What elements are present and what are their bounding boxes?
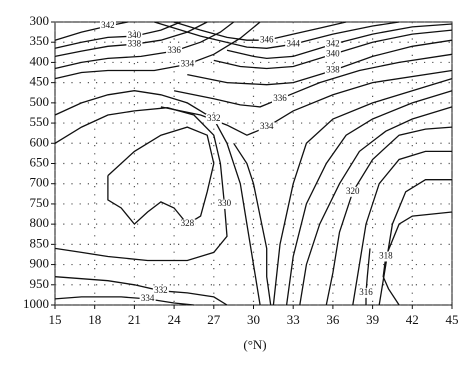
- x-axis-label: (°N): [243, 337, 266, 352]
- contour-label: 346: [260, 34, 274, 44]
- y-tick-label: 600: [30, 134, 50, 149]
- contour-label-bg: [152, 285, 169, 296]
- x-tick-label: 42: [406, 312, 419, 327]
- contour-label-bg: [377, 251, 394, 262]
- contour-line: [154, 21, 400, 49]
- x-tick-label: 39: [366, 312, 379, 327]
- contour-line: [365, 248, 371, 305]
- contour-label-bg: [179, 59, 196, 70]
- contour-line: [173, 21, 347, 41]
- x-tick-label: 15: [49, 312, 62, 327]
- contour-label: 342: [101, 20, 115, 30]
- contour-label: 330: [218, 198, 232, 208]
- contour-line: [54, 21, 261, 80]
- x-tick-label: 24: [168, 312, 182, 327]
- y-tick-label: 400: [30, 53, 50, 68]
- contour-label-bg: [258, 122, 275, 133]
- contour-label-bg: [258, 35, 275, 46]
- contour-label-bg: [344, 186, 361, 197]
- x-tick-label: 30: [247, 312, 260, 327]
- contour-line: [285, 90, 453, 306]
- contour-line: [107, 126, 215, 226]
- contour-label: 336: [167, 45, 181, 55]
- y-tick-label: 700: [30, 175, 50, 190]
- contour-label-bg: [99, 21, 116, 32]
- y-tick-label: 850: [30, 235, 50, 250]
- y-tick-label: 550: [30, 114, 50, 129]
- y-tick-label: 450: [30, 74, 50, 89]
- contour-label: 342: [326, 38, 340, 48]
- y-tick-label: 500: [30, 94, 50, 109]
- contour-label-bg: [166, 46, 183, 57]
- contour-label: 320: [346, 186, 360, 196]
- contour-label: 338: [128, 38, 142, 48]
- contour-line: [54, 21, 128, 41]
- contour-label: 338: [326, 65, 340, 75]
- x-tick-label: 33: [287, 312, 300, 327]
- contour-line: [272, 77, 453, 306]
- contour-line: [233, 142, 272, 306]
- contour-label-bg: [179, 219, 196, 230]
- y-tick-label: 1000: [23, 296, 49, 311]
- contour-label: 316: [359, 287, 373, 297]
- contour-label-bg: [271, 93, 288, 104]
- contour-line: [325, 126, 453, 306]
- contour-label-bg: [126, 31, 143, 42]
- contour-label-bg: [324, 39, 341, 50]
- contour-label: 332: [154, 285, 168, 295]
- contour-line: [54, 276, 228, 306]
- contour-label-bg: [324, 49, 341, 60]
- contour-line: [378, 179, 452, 306]
- y-tick-label: 350: [30, 33, 50, 48]
- x-tick-label: 18: [88, 312, 101, 327]
- contour-line: [54, 296, 194, 306]
- contour-label: 334: [181, 59, 195, 69]
- contour-line: [54, 21, 181, 49]
- contour-label: 332: [207, 113, 221, 123]
- contour-line: [187, 39, 453, 86]
- y-tick-label: 750: [30, 195, 50, 210]
- contour-label: 334: [260, 121, 274, 131]
- contour-label-bg: [139, 293, 156, 304]
- contour-label: 340: [326, 48, 340, 58]
- contour-label-bg: [324, 65, 341, 76]
- contour-line: [54, 21, 235, 70]
- contour-line: [226, 23, 453, 60]
- contour-label-bg: [216, 198, 233, 209]
- contour-label: 344: [286, 38, 300, 48]
- x-tick-label: 45: [446, 312, 459, 327]
- x-tick-label: 21: [128, 312, 141, 327]
- x-tick-label: 36: [326, 312, 340, 327]
- contour-label: 334: [141, 293, 155, 303]
- y-tick-label: 650: [30, 154, 50, 169]
- contour-line: [54, 90, 261, 306]
- contour-line: [299, 106, 453, 306]
- contour-label-bg: [357, 287, 374, 298]
- contour-label: 328: [181, 218, 195, 228]
- x-tick-label: 27: [207, 312, 221, 327]
- contour-line: [213, 29, 453, 70]
- contour-label: 336: [273, 93, 287, 103]
- contour-line: [54, 107, 228, 262]
- contour-label-bg: [126, 39, 143, 50]
- y-tick-label: 800: [30, 215, 50, 230]
- contour-label: 340: [128, 30, 142, 40]
- y-tick-label: 300: [30, 13, 50, 28]
- y-tick-label: 900: [30, 256, 50, 271]
- contour-label: 318: [379, 251, 393, 261]
- contour-label-bg: [205, 114, 222, 125]
- y-tick-label: 950: [30, 276, 50, 291]
- contour-label-bg: [285, 39, 302, 50]
- contour-line: [352, 150, 452, 306]
